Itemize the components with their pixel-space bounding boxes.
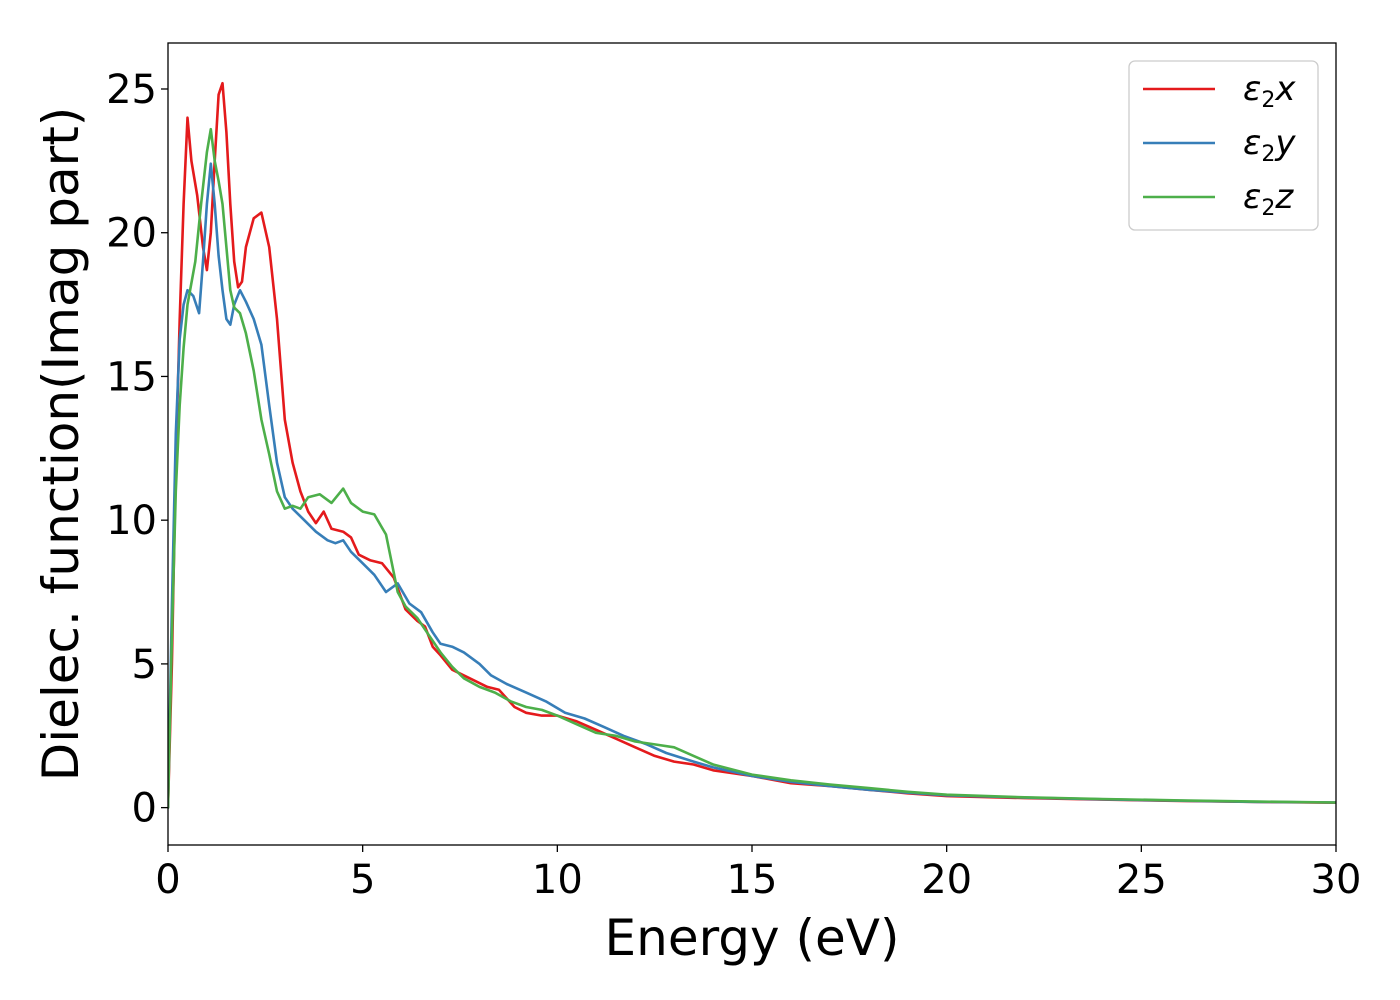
y-axis: 0 5 10 15 20 25 <box>106 67 168 832</box>
x-tick-label: 10 <box>532 857 583 903</box>
legend: ε2x ε2y ε2z <box>1128 60 1319 231</box>
series-line-x <box>168 81 1336 809</box>
y-tick-label: 25 <box>106 67 157 113</box>
series-line-y <box>168 162 1336 809</box>
y-tick-label: 15 <box>106 354 157 400</box>
series-layer <box>168 81 1336 809</box>
x-tick-label: 30 <box>1311 857 1362 903</box>
x-tick-label: 20 <box>921 857 972 903</box>
x-tick-label: 15 <box>727 857 778 903</box>
series-line-z <box>168 127 1336 809</box>
legend-label-z: ε2z <box>1243 177 1294 221</box>
y-tick-label: 5 <box>132 642 157 688</box>
y-tick-label: 0 <box>132 786 157 832</box>
y-axis-label: Dielec. function(Imag part) <box>32 107 90 782</box>
y-tick-label: 10 <box>106 498 157 544</box>
x-tick-label: 25 <box>1116 857 1167 903</box>
y-tick-label: 20 <box>106 211 157 257</box>
legend-box <box>1128 60 1319 231</box>
x-tick-label: 0 <box>155 857 180 903</box>
x-tick-label: 5 <box>350 857 375 903</box>
x-axis: 0 5 10 15 20 25 30 <box>155 845 1361 903</box>
x-axis-label: Energy (eV) <box>605 909 900 967</box>
legend-label-y: ε2y <box>1243 123 1296 167</box>
legend-label-x: ε2x <box>1243 69 1296 113</box>
